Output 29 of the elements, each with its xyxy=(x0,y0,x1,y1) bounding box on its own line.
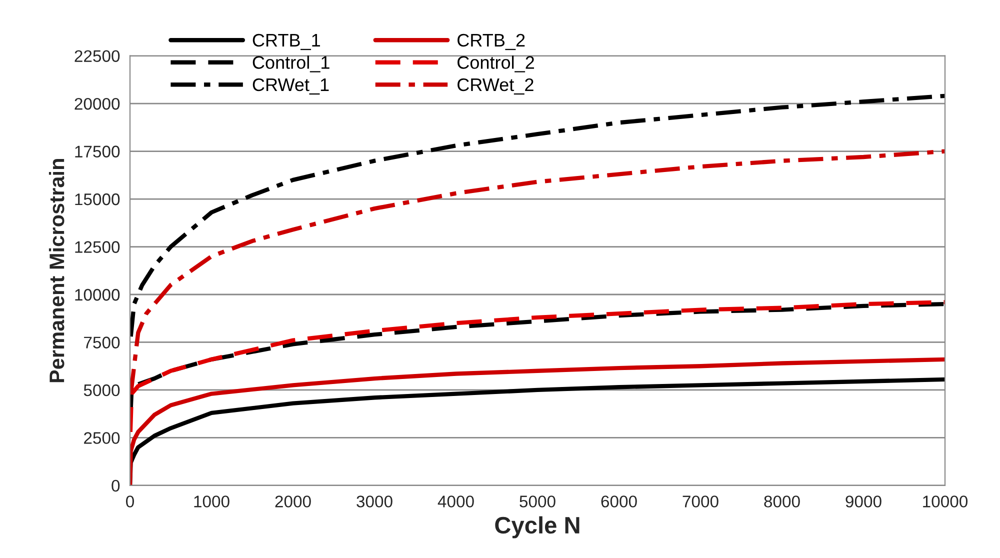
x-tick-label: 0 xyxy=(126,496,134,508)
x-tick-label: 7000 xyxy=(682,496,718,508)
x-tick-label: 4000 xyxy=(438,496,474,508)
legend-label: CRTB_1 xyxy=(252,34,320,50)
legend-label: CRWet_2 xyxy=(458,78,534,95)
y-tick-label: 20000 xyxy=(74,98,120,110)
legend-label: Control_2 xyxy=(458,56,534,72)
x-axis-title: Cycle N xyxy=(495,516,580,538)
legend-label: CRTB_2 xyxy=(458,34,525,50)
x-tick-label: 9000 xyxy=(846,496,882,508)
x-tick-label: 10000 xyxy=(923,496,968,508)
y-tick-label: 5000 xyxy=(84,384,120,396)
legend-label: Control_1 xyxy=(252,56,330,72)
x-tick-label: 6000 xyxy=(601,496,637,508)
y-tick-label: 15000 xyxy=(75,193,120,206)
legend-label: CRWet_1 xyxy=(252,78,329,95)
y-tick-label: 0 xyxy=(112,480,120,492)
y-axis-title: Permanent Microstrain xyxy=(48,159,64,382)
x-tick-label: 2000 xyxy=(275,496,311,508)
y-tick-label: 22500 xyxy=(74,50,120,62)
y-tick-label: 2500 xyxy=(84,432,120,444)
y-tick-label: 7500 xyxy=(84,336,120,348)
y-tick-label: 17500 xyxy=(75,146,120,158)
x-tick-label: 1000 xyxy=(194,496,230,508)
x-tick-label: 8000 xyxy=(764,496,800,508)
x-tick-label: 3000 xyxy=(356,496,392,508)
y-tick-label: 12500 xyxy=(75,241,120,253)
y-tick-label: 10000 xyxy=(75,288,120,301)
x-tick-label: 5000 xyxy=(520,496,556,508)
